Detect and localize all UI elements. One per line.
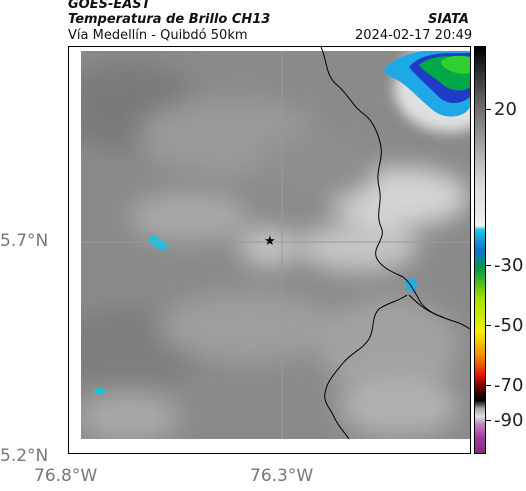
colorbar-label-minus70: -70 [494, 375, 524, 396]
map-image: ★ [69, 47, 470, 453]
colorbar-label-minus50: -50 [494, 315, 524, 336]
colorbar [474, 46, 486, 454]
colorbar-label-20: 20 [494, 99, 517, 120]
cold-cloud-top-right [384, 51, 470, 117]
lon-label-76-8: 76.8°W [34, 466, 98, 486]
lat-label-5-2: 5.2°N [0, 446, 49, 466]
satellite-name: GOES-EAST [68, 0, 151, 12]
satellite-map[interactable]: ★ [68, 46, 471, 454]
colorbar-label-minus90: -90 [494, 410, 524, 431]
lon-label-76-3: 76.3°W [250, 466, 314, 486]
agency-label: SIATA [428, 12, 469, 27]
border-line-south [324, 294, 408, 440]
region-label: Vía Medellín - Quibdó 50km [68, 28, 248, 43]
cloud-texture [81, 62, 469, 439]
colorbar-label-minus30: -30 [494, 255, 524, 276]
lat-label-5-7: 5.7°N [0, 231, 49, 251]
datetime-label: 2024-02-17 20:49 [355, 28, 473, 43]
river-line [408, 294, 444, 318]
product-title: Temperatura de Brillo CH13 [68, 12, 271, 27]
cold-cloud-south [94, 388, 106, 394]
cold-cloud-east [405, 278, 417, 293]
star-marker: ★ [264, 234, 276, 249]
